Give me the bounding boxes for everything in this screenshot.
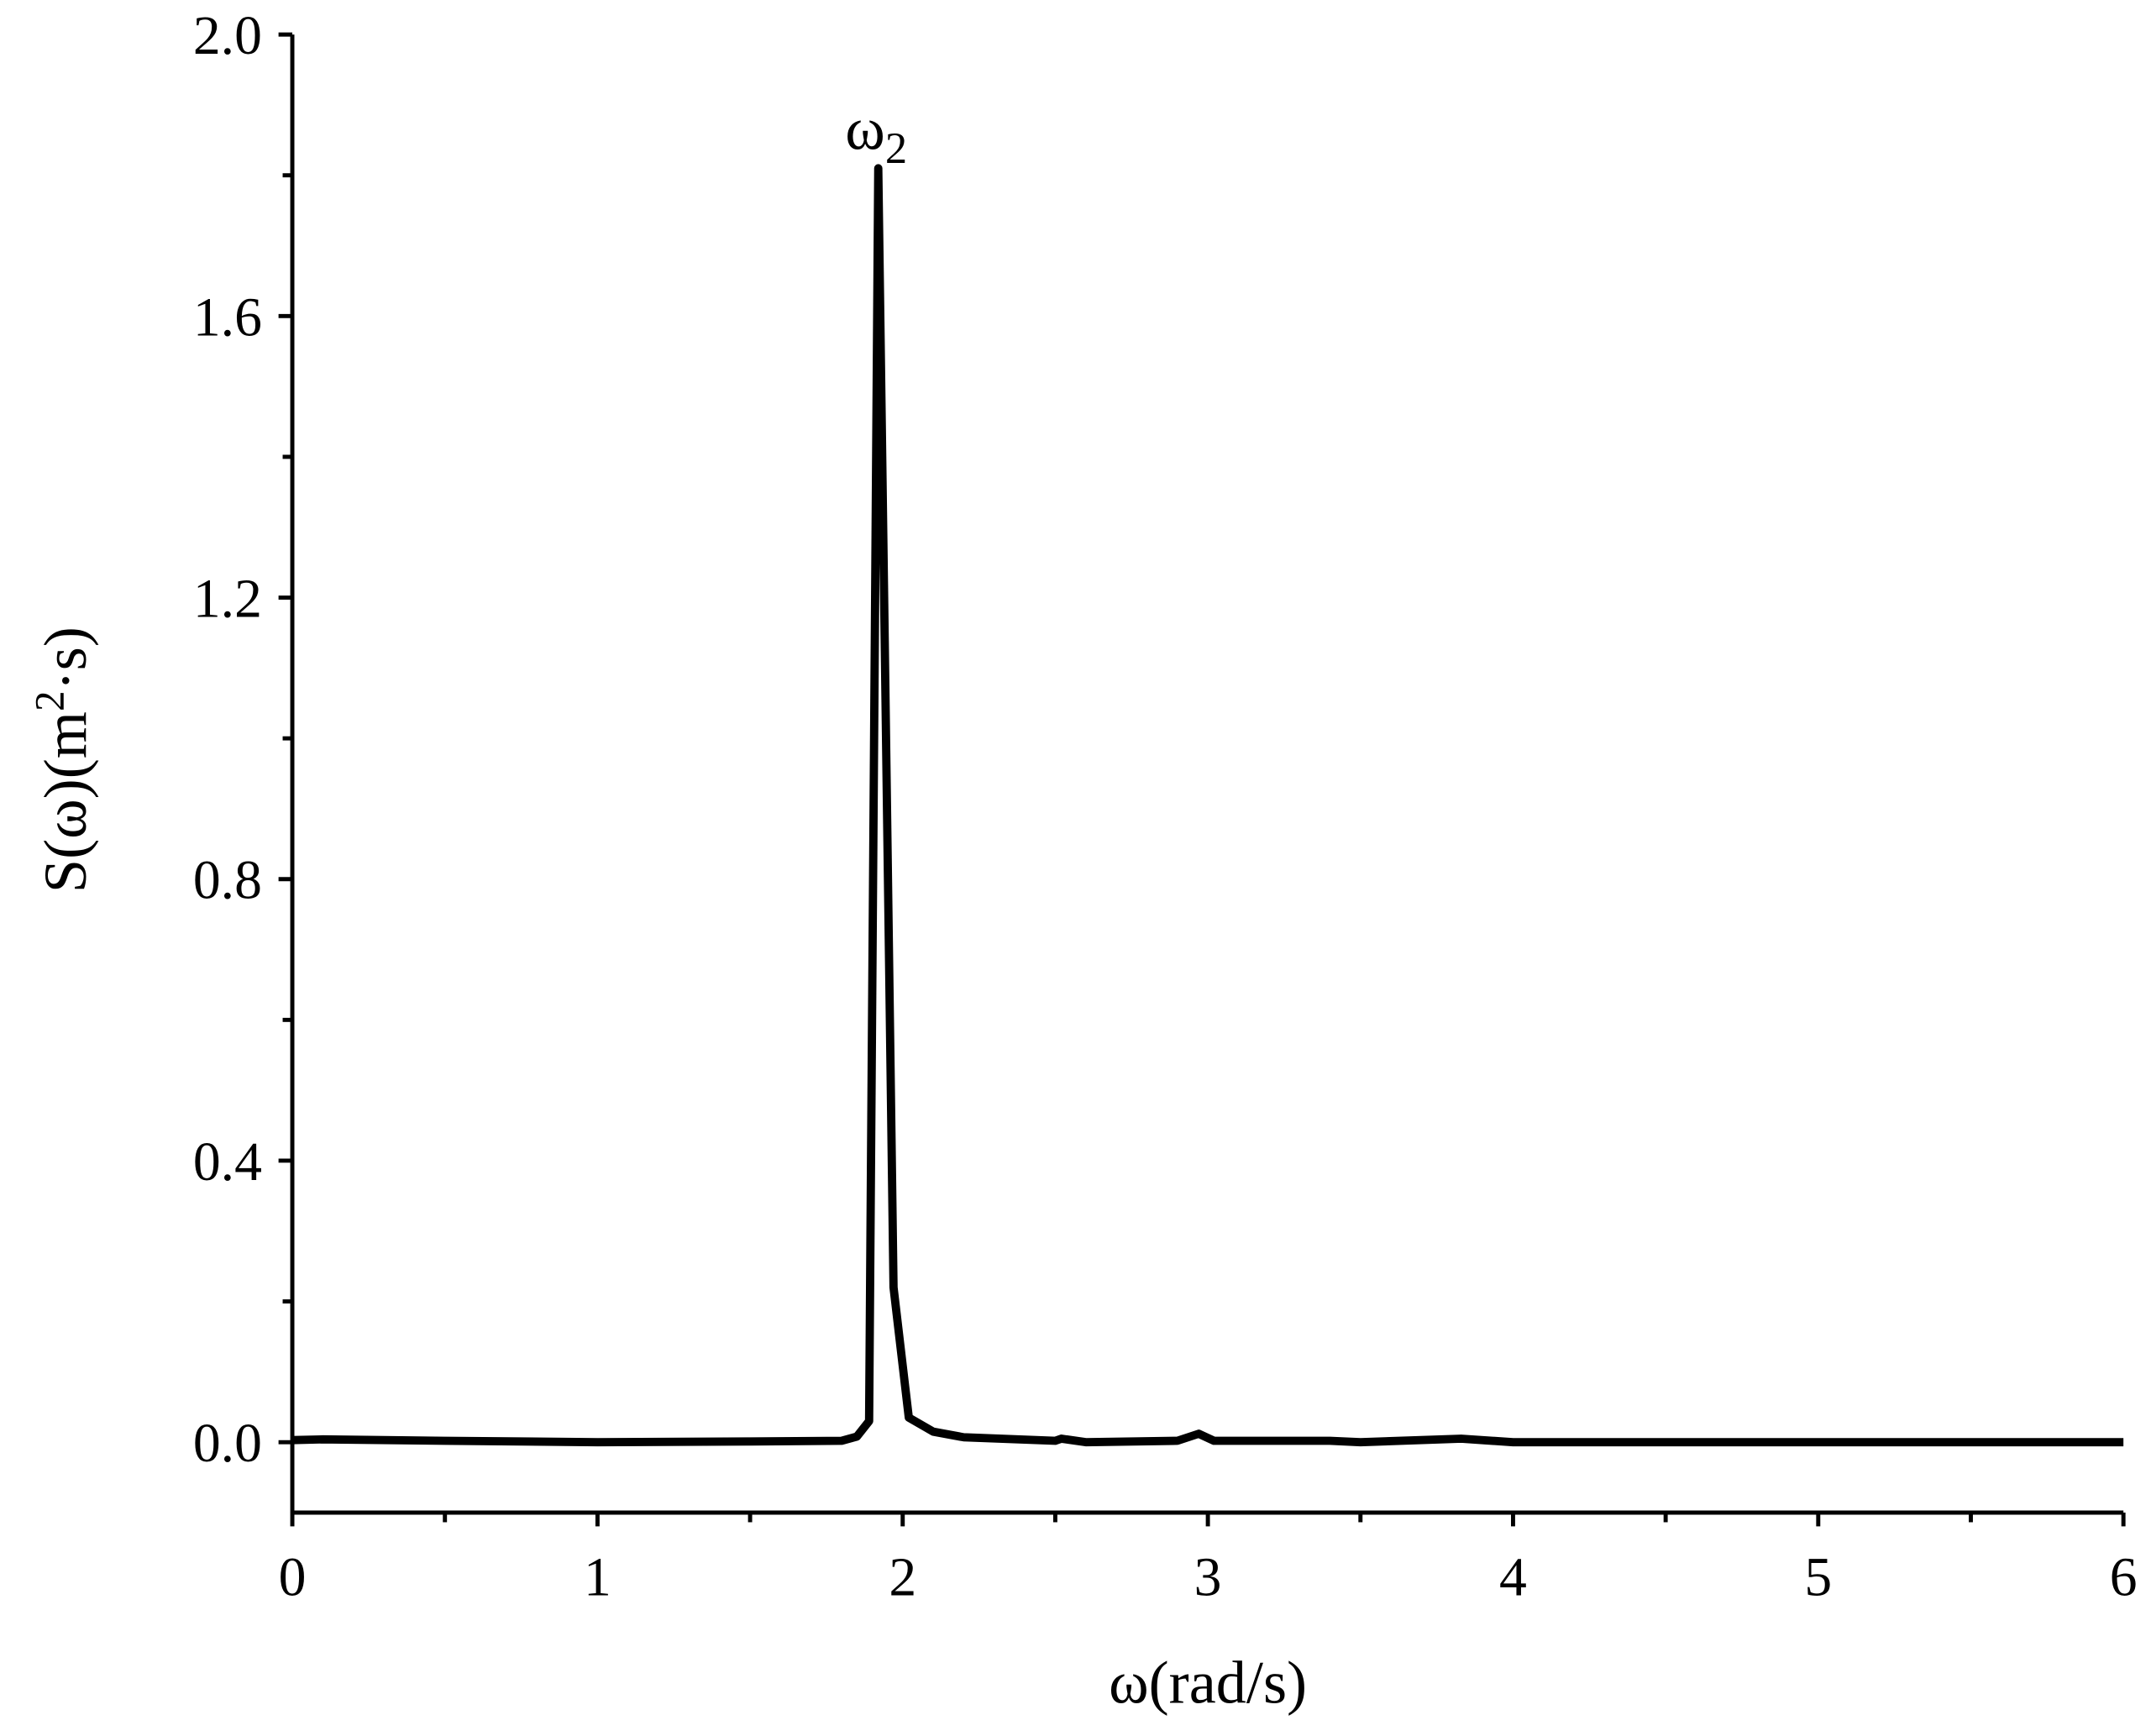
y-tick-label: 1.6 <box>193 286 262 348</box>
x-tick-label: 4 <box>1499 1546 1527 1608</box>
y-axis-label-tail: ·s) <box>32 627 99 690</box>
x-axis-label: ω(rad/s) <box>1109 1649 1307 1717</box>
x-tick-label: 3 <box>1194 1546 1222 1608</box>
y-tick-label: 1.2 <box>193 569 262 630</box>
y-axis-label-sup: 2 <box>27 690 73 711</box>
y-axis-label: S(ω)(m2·s) <box>27 627 99 893</box>
x-tick-label: 1 <box>584 1546 611 1608</box>
annotation-text: ω <box>845 95 885 162</box>
line-series <box>291 164 2124 1447</box>
y-tick-label: 0.4 <box>193 1131 262 1193</box>
annotation-sub: 2 <box>885 124 907 173</box>
x-tick-label: 5 <box>1804 1546 1832 1608</box>
annotation: ω2 <box>845 95 907 172</box>
y-tick-label: 0.0 <box>193 1413 262 1474</box>
x-tick-label: 0 <box>279 1546 307 1608</box>
y-tick-label: 2.0 <box>193 5 262 66</box>
y-tick-label: 0.8 <box>193 850 262 911</box>
x-tick-label: 6 <box>2110 1546 2138 1608</box>
y-axis-label-text: S(ω)(m <box>32 711 99 893</box>
x-tick-label: 2 <box>889 1546 916 1608</box>
